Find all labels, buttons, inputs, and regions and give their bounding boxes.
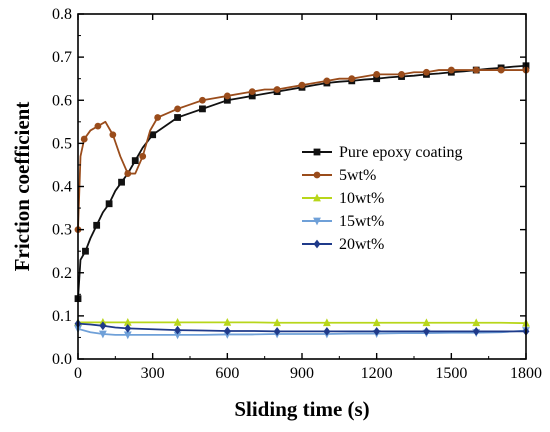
series-4 (74, 325, 530, 340)
data-point (109, 131, 117, 139)
data-point (174, 105, 181, 113)
x-tick-label: 300 (141, 365, 165, 382)
data-point (472, 318, 481, 327)
data-point (273, 86, 281, 93)
y-tick-label: 0.5 (52, 135, 72, 152)
series-line (77, 322, 526, 333)
data-point (447, 66, 455, 74)
data-point (323, 327, 331, 336)
data-point (99, 321, 107, 331)
data-point (131, 157, 139, 165)
data-point (373, 70, 381, 78)
legend-item: Pure epoxy coating (302, 144, 463, 161)
y-tick-label: 0.1 (52, 308, 72, 325)
x-tick-label: 1200 (361, 365, 393, 382)
legend-label: 20wt% (339, 236, 384, 253)
y-tick-label: 0.0 (52, 351, 72, 368)
y-tick-label: 0.8 (52, 6, 72, 23)
series-line (77, 69, 526, 230)
data-point (118, 178, 125, 186)
x-axis-title: Sliding time (s) (234, 397, 369, 421)
legend-marker (313, 217, 321, 226)
ticks-layer (77, 13, 527, 360)
data-point (322, 318, 331, 327)
series-5 (74, 319, 530, 336)
data-point (248, 92, 256, 100)
legend-label: 5wt% (339, 167, 376, 184)
legend-label: 15wt% (339, 213, 384, 230)
legend-label: Pure epoxy coating (339, 144, 463, 161)
data-point (373, 327, 381, 336)
data-point (223, 96, 231, 104)
x-tick-label: 1800 (510, 365, 542, 382)
data-point (472, 66, 480, 74)
data-point (273, 327, 281, 336)
data-point (93, 221, 101, 229)
data-point (149, 131, 157, 139)
data-point (139, 152, 147, 160)
data-point (398, 70, 405, 78)
data-point (348, 75, 356, 83)
data-point (124, 323, 132, 333)
legend-marker (313, 193, 321, 202)
data-point (497, 66, 505, 74)
data-point (124, 170, 132, 177)
y-tick-label: 0.3 (52, 222, 72, 239)
series-3 (74, 317, 530, 327)
data-point (373, 75, 381, 83)
data-point (199, 96, 206, 104)
data-point (248, 88, 256, 96)
data-point (423, 327, 430, 336)
series-line (77, 64, 527, 299)
legend-marker (313, 171, 321, 179)
legend-item: 20wt% (302, 236, 384, 253)
series-1 (74, 62, 530, 303)
y-axis-title: Friction coefficient (10, 102, 34, 272)
data-point (173, 331, 182, 340)
data-point (154, 114, 162, 121)
data-point (372, 318, 381, 327)
data-point (174, 114, 181, 121)
data-point (98, 330, 107, 339)
x-tick-label: 0 (74, 365, 82, 382)
data-point (82, 247, 89, 255)
data-point (472, 327, 480, 336)
data-point (273, 318, 282, 327)
plot-frame (77, 13, 527, 360)
data-point (173, 317, 182, 326)
y-tick-label: 0.4 (52, 179, 72, 196)
x-tick-label: 1500 (435, 365, 467, 382)
y-tick-label: 0.2 (52, 265, 72, 282)
data-point (105, 200, 113, 208)
series-layer (74, 62, 530, 340)
data-point (123, 317, 132, 326)
data-point (94, 122, 102, 130)
series-line (78, 321, 527, 325)
data-point (123, 331, 132, 340)
data-point (223, 317, 232, 326)
legend-item: 10wt% (302, 190, 384, 207)
y-tick-label: 0.6 (52, 92, 72, 109)
labels-layer: 0 300 600 900 1200 1500 1800 0.0 0.1 0.2 0.3 0.4 0.5… (52, 6, 542, 382)
legend-label: 10wt% (339, 190, 384, 207)
data-point (223, 326, 231, 336)
data-point (199, 105, 206, 113)
legend-marker (313, 148, 321, 156)
legend-item: 15wt% (302, 213, 384, 230)
data-point (80, 135, 88, 143)
y-tick-label: 0.7 (52, 49, 72, 66)
data-point (298, 81, 306, 89)
x-tick-label: 900 (290, 365, 314, 382)
legend-item: 5wt% (302, 167, 376, 184)
series-2 (74, 66, 530, 234)
x-tick-label: 600 (215, 365, 239, 382)
data-point (174, 325, 181, 335)
data-point (423, 68, 430, 76)
legend-marker (313, 239, 321, 249)
data-point (422, 318, 431, 327)
data-point (223, 92, 231, 100)
data-point (323, 77, 331, 85)
legend: Pure epoxy coating 5wt% 10wt% 15wt% 20wt% (302, 144, 463, 253)
